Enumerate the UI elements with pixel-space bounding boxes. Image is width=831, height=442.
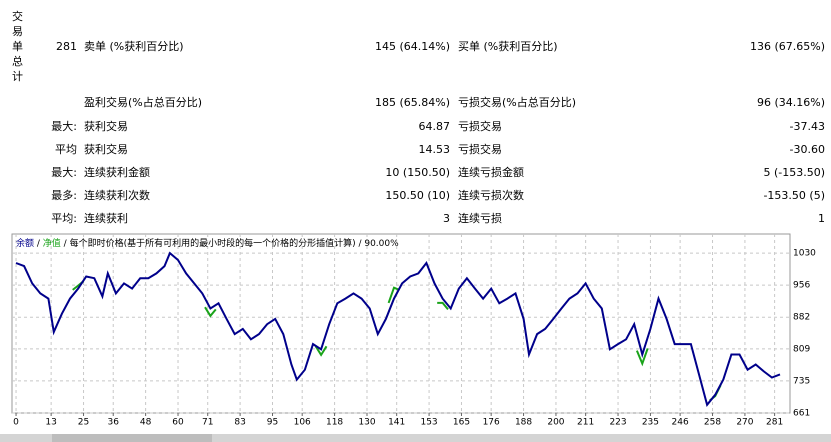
cell: 64.87	[419, 120, 451, 133]
cell: 145 (64.14%)	[375, 40, 450, 53]
x-tick-label: 13	[45, 418, 56, 428]
x-tick-label: 153	[420, 418, 437, 428]
series-line	[72, 280, 722, 402]
chart-frame	[11, 233, 791, 414]
cell: 获利交易	[84, 142, 128, 156]
x-tick-label: 36	[108, 418, 120, 428]
side-label: 易	[12, 25, 23, 38]
x-tick-label: 281	[766, 418, 783, 428]
x-tick-label: 48	[140, 418, 152, 428]
legend-entry: 余额	[16, 237, 34, 249]
tab[interactable]	[52, 434, 212, 442]
cell: 买单 (%获利百分比)	[458, 40, 558, 53]
x-tick-label: 71	[202, 418, 213, 428]
cell: 136 (67.65%)	[750, 40, 825, 53]
cell: 185 (65.84%)	[375, 96, 450, 109]
y-tick-label: 735	[793, 376, 810, 386]
legend-entry: 净值	[43, 237, 61, 249]
x-tick-label: 106	[294, 418, 311, 428]
tab-bar	[0, 434, 831, 442]
series-line	[15, 251, 781, 407]
x-tick-label: 83	[234, 418, 245, 428]
cell: 连续亏损次数	[458, 188, 524, 202]
sep: /	[61, 239, 70, 249]
cell: -37.43	[790, 120, 825, 133]
cell: 平均:	[51, 212, 77, 225]
x-tick-label: 95	[267, 418, 278, 428]
x-tick-label: 211	[577, 418, 594, 428]
legend: 余额 / 净值 / 每个即时价格(基于所有可利用的最小时段的每一个价格的分形插值…	[16, 237, 399, 249]
side-label: 单	[12, 40, 23, 53]
x-tick-label: 235	[642, 418, 659, 428]
x-tick-label: 223	[609, 418, 626, 428]
x-tick-label: 141	[388, 418, 405, 428]
y-tick-label: 1030	[793, 249, 816, 259]
cell: 获利交易	[84, 119, 128, 133]
cell: 盈利交易(%占总百分比)	[84, 95, 202, 109]
cell: 最大:	[51, 165, 77, 179]
cell: 连续获利次数	[84, 188, 150, 202]
side-label: 计	[12, 70, 23, 83]
lines	[15, 251, 781, 407]
cell: 亏损交易	[458, 142, 502, 156]
x-tick-label: 0	[13, 418, 19, 428]
x-tick-label: 25	[78, 418, 89, 428]
y-tick-label: 956	[793, 281, 810, 291]
x-tick-label: 165	[453, 418, 470, 428]
cell: 亏损交易(%占总百分比)	[458, 95, 576, 109]
x-tick-label: 60	[172, 418, 184, 428]
cell: 卖单 (%获利百分比)	[84, 40, 184, 53]
cell: 最多:	[51, 188, 77, 202]
cell: 连续获利	[84, 211, 128, 225]
x-tick-label: 200	[547, 418, 564, 428]
cell: 连续获利金额	[84, 165, 150, 179]
x-tick-label: 246	[672, 418, 689, 428]
x-tick-label: 258	[704, 418, 721, 428]
y-tick-label: 882	[793, 313, 810, 323]
cell: 150.50 (10)	[385, 189, 450, 202]
cell: -153.50 (5)	[763, 189, 825, 202]
x-tick-label: 188	[515, 418, 532, 428]
y-tick-label: 809	[793, 344, 810, 354]
cell: 亏损交易	[458, 119, 502, 133]
side-label: 总	[12, 54, 23, 68]
cell: 最大:	[51, 119, 77, 133]
side-label: 交	[12, 9, 23, 23]
cell: 5 (-153.50)	[763, 166, 825, 179]
x-tick-label: 130	[358, 418, 375, 428]
cell: 3	[443, 212, 450, 225]
cell: -30.60	[790, 143, 825, 156]
cell: 10 (150.50)	[385, 166, 450, 179]
cell: 连续亏损	[458, 211, 502, 225]
cell: 连续亏损金额	[458, 165, 524, 179]
sep: /	[34, 239, 43, 249]
cell: 1	[818, 212, 825, 225]
cell: 平均	[55, 143, 77, 156]
x-tick-label: 176	[483, 418, 500, 428]
y-tick-label: 661	[793, 409, 810, 419]
cell: 14.53	[419, 143, 451, 156]
cell: 281	[56, 40, 77, 53]
subtitle: 每个即时价格(基于所有可利用的最小时段的每一个价格的分形插值计算) / 90.0…	[70, 237, 400, 249]
grid	[12, 234, 790, 414]
x-tick-label: 270	[736, 418, 753, 428]
x-tick-label: 118	[326, 418, 343, 428]
cell: 96 (34.16%)	[757, 96, 825, 109]
